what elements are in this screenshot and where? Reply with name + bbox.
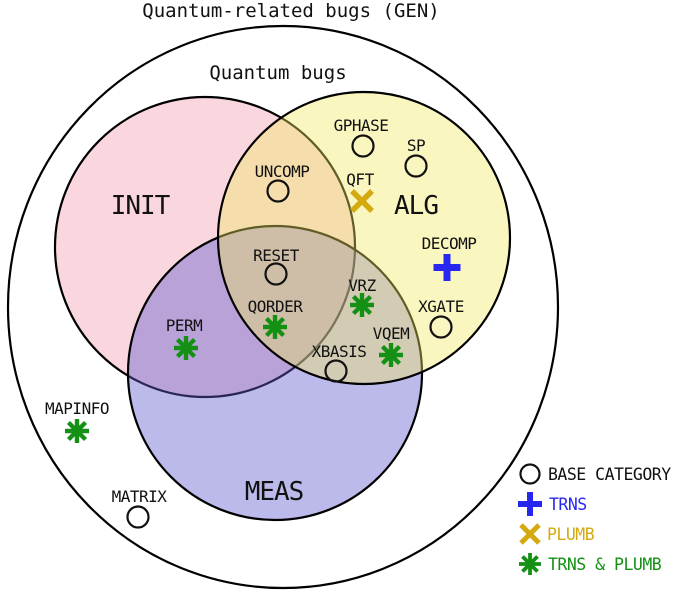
item-sp: SP [404, 136, 428, 178]
item-xgate: XGATE [418, 297, 464, 339]
legend-label-plumb: PLUMB [547, 525, 595, 544]
legend-label-base-category: BASE CATEGORY [548, 465, 671, 484]
item-qft: QFT [346, 170, 375, 213]
legend-row-trns-plumb: TRNS & PLUMB [519, 553, 662, 575]
item-label-xbasis: XBASIS [312, 342, 367, 361]
set-label-meas: MEAS [245, 477, 304, 507]
item-gphase: GPHASE [334, 116, 389, 158]
base-category-marker-icon [266, 179, 290, 203]
item-label-qft: QFT [346, 170, 374, 189]
legend-row-trns: TRNS [518, 492, 587, 516]
set-label-alg: ALG [394, 191, 438, 221]
trns-plumb-marker-icon [263, 315, 287, 339]
base-category-marker-icon [324, 359, 348, 383]
base-category-marker-icon [429, 315, 453, 339]
legend-label-trns: TRNS [549, 495, 587, 514]
item-label-decomp: DECOMP [422, 234, 477, 253]
item-qorder: QORDER [248, 297, 304, 339]
outer-set-ellipse [6, 24, 560, 590]
item-label-vrz: VRZ [348, 276, 376, 295]
item-label-vqem: VQEM [373, 324, 410, 343]
trns-plumb-marker-icon [350, 293, 374, 317]
set-label-init: INIT [111, 191, 171, 221]
item-label-gphase: GPHASE [334, 116, 389, 135]
item-label-sp: SP [407, 136, 425, 155]
plumb-marker-icon [350, 189, 374, 213]
item-vrz: VRZ [348, 276, 377, 317]
item-uncomp: UNCOMP [255, 162, 310, 203]
trns-marker-icon [433, 254, 461, 281]
item-matrix: MATRIX [112, 487, 168, 529]
item-reset: RESET [253, 246, 300, 286]
legend: BASE CATEGORY TRNS PLUMB TRNS & PLUMB [518, 463, 672, 575]
legend-row-base-category: BASE CATEGORY [519, 463, 672, 485]
item-label-qorder: QORDER [248, 297, 304, 316]
legend-label-trns-plumb: TRNS & PLUMB [548, 555, 662, 574]
item-xbasis: XBASIS [312, 342, 367, 383]
item-mapinfo: MAPINFO [45, 399, 109, 443]
item-perm: PERM [166, 316, 203, 360]
trns-plumb-marker-icon [174, 336, 198, 360]
plumb-marker-icon [519, 523, 541, 545]
base-category-marker-icon [126, 505, 150, 529]
trns-marker-icon [518, 492, 542, 516]
item-label-uncomp: UNCOMP [255, 162, 310, 181]
item-decomp: DECOMP [422, 234, 477, 281]
figure-title: Quantum-related bugs (GEN) [142, 0, 439, 22]
set-circle-alg [216, 90, 512, 386]
outer-set-label: Quantum bugs [209, 62, 346, 84]
legend-row-plumb: PLUMB [519, 523, 595, 545]
item-label-mapinfo: MAPINFO [45, 399, 109, 418]
item-label-xgate: XGATE [418, 297, 464, 316]
item-label-reset: RESET [253, 246, 300, 265]
trns-plumb-marker-icon [519, 553, 541, 575]
base-category-marker-icon [264, 262, 288, 286]
item-vqem: VQEM [373, 324, 410, 367]
item-label-matrix: MATRIX [112, 487, 168, 506]
trns-plumb-marker-icon [379, 343, 403, 367]
trns-plumb-marker-icon [65, 419, 89, 443]
item-label-perm: PERM [166, 316, 203, 335]
base-category-marker-icon [351, 134, 375, 158]
base-category-marker-icon [404, 154, 428, 178]
base-category-marker-icon [519, 463, 541, 485]
